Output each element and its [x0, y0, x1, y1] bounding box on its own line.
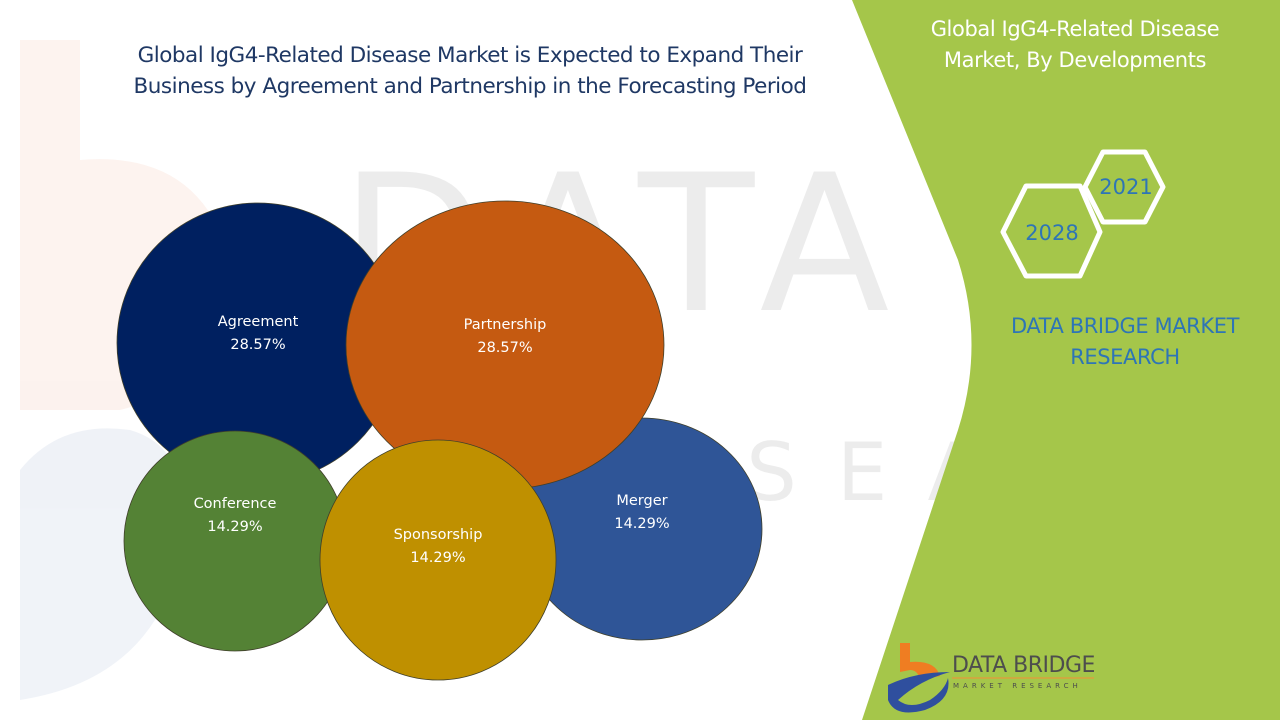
- logo-name: DATA BRIDGE: [952, 653, 1095, 678]
- bubble-chart: Agreement 28.57% Merger 14.29% Conference 14.…: [116, 200, 763, 681]
- bubble-partnership-name: Partnership: [464, 317, 547, 333]
- bubble-agreement-name: Agreement: [218, 314, 299, 330]
- bubble-merger-value: 14.29%: [614, 516, 669, 532]
- bubble-conference: [123, 430, 347, 652]
- bubble-sponsorship: [319, 439, 557, 681]
- bubble-merger-name: Merger: [616, 493, 667, 509]
- year-2028: 2028: [1025, 221, 1078, 245]
- side-panel-title: Global IgG4-Related Disease Market, By D…: [930, 17, 1220, 72]
- bubble-conference-value: 14.29%: [207, 519, 262, 535]
- bubble-conference-name: Conference: [194, 496, 277, 512]
- chart-title: Global IgG4-Related Disease Market is Ex…: [133, 43, 807, 99]
- bubble-sponsorship-name: Sponsorship: [394, 527, 483, 543]
- data-bridge-logo: DATA BRIDGE MARKET RESEARCH: [888, 643, 1095, 713]
- logo-tagline: MARKET RESEARCH: [953, 682, 1082, 690]
- logo-swoosh-icon: [888, 672, 950, 713]
- side-panel-background: [852, 0, 1280, 720]
- year-2021: 2021: [1099, 175, 1152, 199]
- hexagon-2021-icon: [1082, 149, 1166, 225]
- bubble-partnership-value: 28.57%: [477, 340, 532, 356]
- hexagon-2028-icon: [1000, 183, 1103, 279]
- logo-b-icon: [900, 643, 940, 680]
- bubble-sponsorship-value: 14.29%: [410, 550, 465, 566]
- brand-name-text: DATA BRIDGE MARKET RESEARCH: [1010, 314, 1240, 369]
- bubble-agreement-value: 28.57%: [230, 337, 285, 353]
